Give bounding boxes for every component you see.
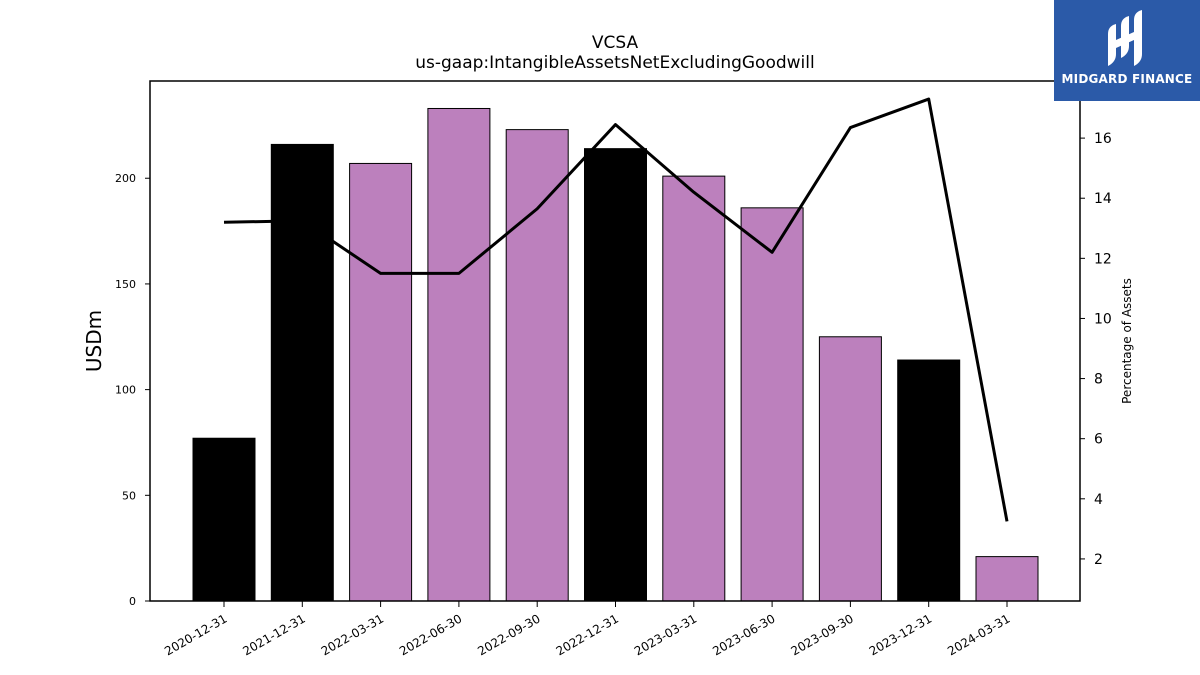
x-tick-label: 2021-12-31 [240, 611, 307, 658]
y-axis-ticks: 0 50 100 150 200 [115, 172, 150, 608]
y2-axis-label: Percentage of Assets [1120, 278, 1134, 404]
y2-axis-ticks: 2 4 6 8 10 12 14 16 [1080, 131, 1112, 568]
x-tick-label: 2022-03-31 [319, 611, 386, 658]
x-axis-ticks: 2020-12-31 2021-12-31 2022-03-31 2022-06-30… [162, 601, 1013, 658]
x-tick-label: 2023-12-31 [867, 611, 934, 658]
bar-2022-09-30 [505, 129, 569, 602]
bar-2023-03-31 [662, 175, 726, 602]
y2-tick-label: 8 [1094, 372, 1103, 388]
x-tick-label: 2023-09-30 [788, 611, 855, 658]
y2-tick-label: 2 [1094, 552, 1103, 568]
y-tick-label: 0 [129, 595, 136, 608]
y2-tick-label: 12 [1094, 251, 1112, 267]
bar-2022-03-31 [349, 162, 413, 602]
y-tick-label: 100 [115, 384, 136, 397]
x-tick-label: 2023-03-31 [632, 611, 699, 658]
x-tick-label: 2022-06-30 [397, 611, 464, 658]
y-axis-label: USDm [82, 310, 106, 372]
bar-2022-12-31 [584, 148, 647, 602]
y2-tick-label: 14 [1094, 191, 1112, 207]
y2-tick-label: 10 [1094, 311, 1112, 327]
bar-2023-06-30 [740, 207, 804, 602]
midgard-logo-icon [1108, 10, 1142, 66]
x-tick-label: 2022-12-31 [554, 611, 621, 658]
plot-frame [149, 80, 1081, 602]
y2-tick-label: 16 [1094, 131, 1112, 147]
bar-2023-12-31 [897, 359, 961, 602]
x-tick-label: 2024-03-31 [945, 611, 1012, 658]
percentage-line [223, 97, 1009, 522]
bar-2022-06-30 [427, 107, 491, 602]
bar-2020-12-31 [192, 437, 256, 602]
y-tick-label: 200 [115, 172, 136, 185]
x-tick-label: 2023-06-30 [710, 611, 777, 658]
y-tick-label: 150 [115, 278, 136, 291]
chart-subtitle: us-gaap:IntangibleAssetsNetExcludingGood… [415, 53, 814, 73]
brand-name: MIDGARD FINANCE [1061, 72, 1193, 86]
y2-tick-label: 6 [1094, 432, 1103, 448]
bar-2024-03-31 [975, 556, 1039, 602]
bar-2021-12-31 [270, 143, 334, 602]
x-tick-label: 2022-09-30 [475, 611, 542, 658]
bar-2023-09-30 [818, 336, 882, 602]
x-tick-label: 2020-12-31 [162, 611, 229, 658]
chart-title: VCSA [592, 33, 639, 53]
y2-tick-label: 4 [1094, 492, 1103, 508]
y-tick-label: 50 [122, 489, 136, 502]
midgard-finance-logo: MIDGARD FINANCE [1054, 0, 1200, 101]
bar-series [192, 107, 1039, 602]
percentage-line-series [223, 97, 1009, 522]
